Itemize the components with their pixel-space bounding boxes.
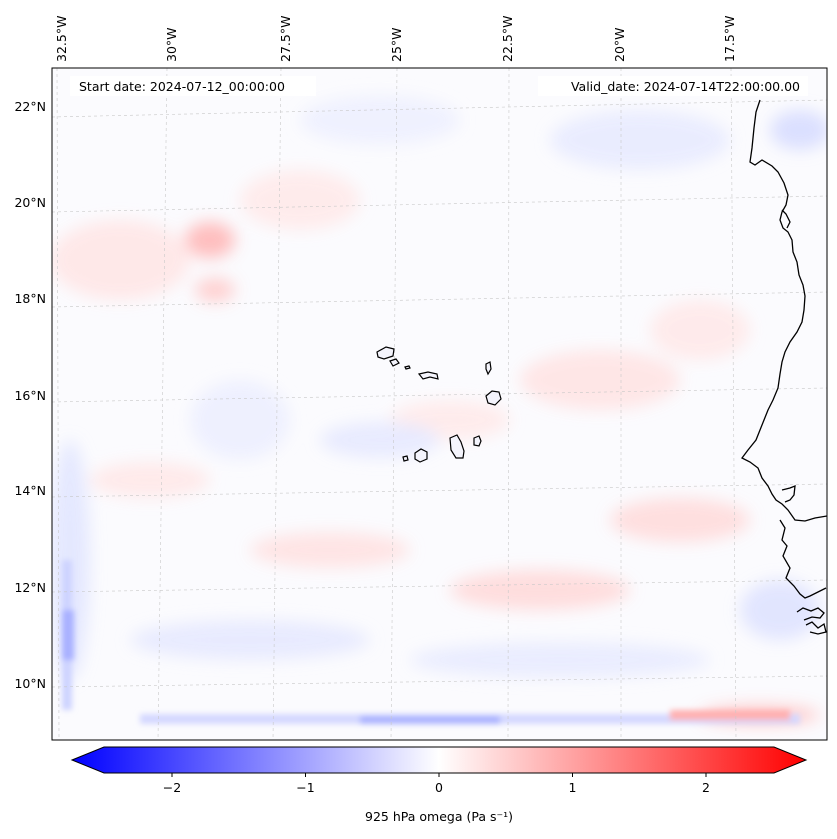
latitude-labels: 22°N 20°N 18°N 16°N 14°N 12°N 10°N — [14, 99, 46, 691]
valid-date-label: Valid_date: 2024-07-14T22:00:00.00 — [571, 79, 800, 94]
colorbar-ticks: −2 −1 0 1 2 — [163, 773, 710, 795]
omega-boundary-bands — [62, 560, 800, 724]
map-panel: Start date: 2024-07-12_00:00:00 Valid_da… — [52, 68, 827, 740]
island-boa-vista — [485, 390, 502, 406]
colorbar-tick-label: 2 — [702, 780, 710, 795]
lon-label-25w: 25°W — [389, 27, 404, 62]
longitude-labels: 32.5°W 30°W 27.5°W 25°W 22.5°W 20°W 17.5… — [54, 16, 737, 62]
island-maio — [473, 435, 482, 447]
island-santo-antao — [376, 346, 395, 360]
lat-label-18n: 18°N — [14, 291, 46, 306]
island-santa-luzia — [404, 365, 411, 370]
island-santiago — [449, 434, 465, 459]
island-fogo — [414, 448, 428, 463]
colorbar-label: 925 hPa omega (Pa s⁻¹) — [365, 809, 513, 824]
island-sao-nicolau — [417, 371, 439, 380]
cape-verde-islands — [376, 346, 502, 463]
lat-label-22n: 22°N — [14, 99, 46, 114]
colorbar-body — [70, 746, 808, 774]
colorbar-tick-label: −1 — [296, 780, 314, 795]
island-sal — [485, 361, 492, 376]
lat-label-12n: 12°N — [14, 580, 46, 595]
island-sao-vicente — [389, 358, 400, 367]
lon-label-22-5w: 22.5°W — [500, 16, 515, 62]
colorbar-tick-label: 0 — [435, 780, 443, 795]
lon-label-20w: 20°W — [612, 27, 627, 62]
start-date-label: Start date: 2024-07-12_00:00:00 — [79, 79, 285, 94]
lat-label-20n: 20°N — [14, 195, 46, 210]
colorbar-tick-label: −2 — [163, 780, 181, 795]
colorbar-tick-label: 1 — [569, 780, 577, 795]
omega-field — [52, 95, 827, 725]
colorbar: −2 −1 0 1 2 925 hPa omega (Pa s⁻¹) — [70, 746, 808, 824]
lat-label-16n: 16°N — [14, 388, 46, 403]
island-brava — [402, 455, 409, 462]
gridlines — [52, 68, 827, 740]
lon-label-30w: 30°W — [164, 27, 179, 62]
lat-label-10n: 10°N — [14, 676, 46, 691]
lon-label-27-5w: 27.5°W — [278, 16, 293, 62]
african-coastline — [741, 99, 827, 635]
lon-label-17-5w: 17.5°W — [722, 16, 737, 62]
map-frame — [51, 67, 828, 741]
lon-label-32-5w: 32.5°W — [54, 16, 69, 62]
lat-label-14n: 14°N — [14, 483, 46, 498]
